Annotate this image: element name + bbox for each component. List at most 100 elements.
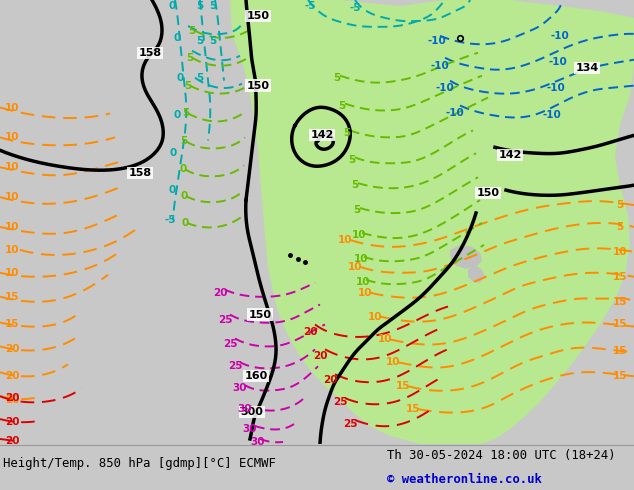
Text: 158: 158 [138,48,162,58]
Text: 15: 15 [612,346,627,356]
Text: 0: 0 [173,110,181,121]
Text: 5: 5 [209,36,217,46]
Text: 142: 142 [498,150,522,160]
Text: 0: 0 [179,164,186,174]
Text: 5: 5 [183,108,190,119]
Text: -10: -10 [550,31,569,41]
Text: 20: 20 [213,288,227,297]
Text: 0: 0 [169,1,176,11]
Text: 5: 5 [181,136,188,147]
Text: 10: 10 [354,254,368,264]
Text: 25: 25 [228,361,242,371]
Text: 5: 5 [197,73,204,83]
Text: 10: 10 [4,268,19,278]
Text: 0: 0 [169,148,177,158]
Text: 5: 5 [339,100,346,111]
Text: -10: -10 [446,108,464,119]
Text: 20: 20 [4,417,19,427]
Text: 20: 20 [4,344,19,354]
Text: 25: 25 [217,315,232,324]
Polygon shape [230,0,634,444]
Text: 15: 15 [612,296,627,307]
Text: 15: 15 [612,319,627,329]
Text: 10: 10 [338,235,353,245]
Polygon shape [450,245,482,269]
Text: Th 30-05-2024 18:00 UTC (18+24): Th 30-05-2024 18:00 UTC (18+24) [387,449,616,462]
Text: -10: -10 [427,36,446,46]
Text: 20: 20 [323,375,337,385]
Text: 158: 158 [129,168,152,178]
Text: 20: 20 [4,395,19,405]
Text: 10: 10 [358,288,372,297]
Text: 30: 30 [238,404,252,414]
Text: -5: -5 [304,1,316,11]
Text: 15: 15 [612,371,627,381]
Text: 5: 5 [188,26,196,36]
Text: 10: 10 [612,247,627,257]
Text: 10: 10 [352,230,366,240]
Text: 5: 5 [186,53,193,63]
Text: 25: 25 [343,419,357,429]
Text: 10: 10 [4,222,19,232]
Text: -10: -10 [436,83,455,93]
Text: -5: -5 [349,3,361,13]
Text: 5: 5 [344,128,351,138]
Text: 10: 10 [4,132,19,143]
Polygon shape [468,265,485,283]
Text: 15: 15 [4,319,19,329]
Text: 0: 0 [173,33,181,43]
Text: 15: 15 [612,272,627,282]
Text: 0: 0 [181,191,188,201]
Text: 30: 30 [251,437,265,447]
Text: 300: 300 [240,407,264,417]
Text: © weatheronline.co.uk: © weatheronline.co.uk [387,473,541,487]
Text: 134: 134 [576,63,598,73]
Text: 10: 10 [4,245,19,255]
Text: Height/Temp. 850 hPa [gdmp][°C] ECMWF: Height/Temp. 850 hPa [gdmp][°C] ECMWF [3,457,276,470]
Text: 150: 150 [477,188,500,198]
Text: 10: 10 [385,357,400,368]
Text: 15: 15 [4,292,19,302]
Text: 5: 5 [209,1,217,11]
Text: 5: 5 [616,200,624,210]
Text: 5: 5 [353,205,361,215]
Text: -10: -10 [430,61,450,71]
Text: 20: 20 [303,327,317,338]
Text: 5: 5 [333,73,340,83]
Text: 0: 0 [181,218,189,228]
Text: 150: 150 [247,80,269,91]
Text: 150: 150 [247,11,269,21]
Text: 5: 5 [197,1,204,11]
Text: 25: 25 [333,397,347,407]
Text: 30: 30 [233,383,247,393]
Text: 15: 15 [396,381,410,391]
Text: 5: 5 [351,180,359,190]
Text: 142: 142 [310,130,333,140]
Text: 10: 10 [356,277,370,287]
Text: 10: 10 [4,162,19,172]
Text: 5: 5 [616,222,624,232]
Text: 160: 160 [244,371,268,381]
Text: 0: 0 [169,185,176,195]
Text: 10: 10 [368,312,382,321]
Text: 10: 10 [4,102,19,113]
Text: 150: 150 [249,310,271,319]
Text: 30: 30 [243,424,257,434]
Text: 20: 20 [4,393,19,403]
Text: 25: 25 [223,340,237,349]
Text: 10: 10 [378,334,392,344]
Text: -10: -10 [543,110,561,121]
Text: 20: 20 [4,371,19,381]
Text: 10: 10 [4,192,19,202]
Text: 15: 15 [406,404,420,414]
Text: 0: 0 [176,73,184,83]
Text: 5: 5 [184,80,191,91]
Text: 5: 5 [197,36,204,46]
Text: 5: 5 [348,155,356,165]
Text: -10: -10 [547,83,566,93]
Text: 10: 10 [348,262,362,272]
Text: -5: -5 [164,215,176,225]
Text: 20: 20 [4,436,19,446]
Text: -10: -10 [548,57,567,67]
Text: 20: 20 [313,351,327,361]
